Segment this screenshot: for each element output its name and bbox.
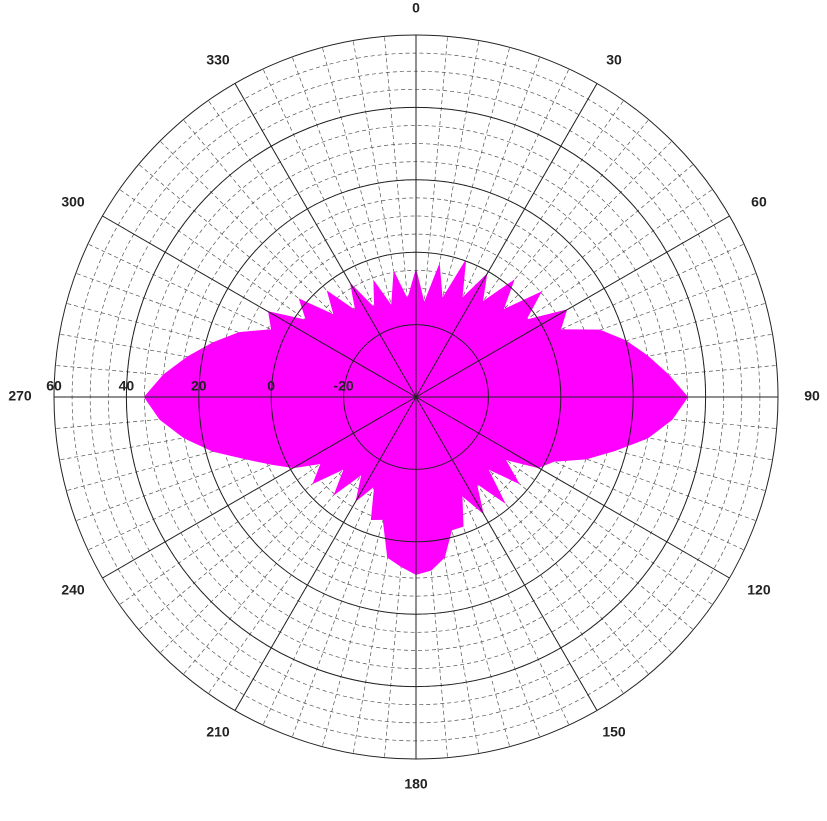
grid-spoke <box>415 215 730 398</box>
r-tick-label: -20 <box>333 378 353 394</box>
minor-grid-spoke <box>384 36 417 398</box>
minor-grid-spoke <box>183 119 417 398</box>
minor-grid-spoke <box>415 396 448 758</box>
minor-grid-spoke <box>415 36 448 398</box>
r-tick-label: 0 <box>267 378 275 394</box>
minor-grid-spoke <box>55 365 417 398</box>
minor-grid-spoke <box>138 164 417 398</box>
minor-grid-spoke <box>262 396 417 726</box>
minor-grid-spoke <box>87 396 417 551</box>
minor-grid-spoke <box>415 396 766 492</box>
minor-grid-spoke <box>55 396 417 429</box>
theta-tick-label: 150 <box>602 724 626 740</box>
theta-tick-label: 240 <box>61 582 85 598</box>
minor-grid-spoke <box>352 396 417 754</box>
minor-grid-spoke <box>59 396 417 461</box>
minor-grid-spoke <box>75 272 417 398</box>
minor-grid-spoke <box>321 47 417 398</box>
theta-tick-label: 120 <box>747 582 771 598</box>
theta-tick-label: 210 <box>206 724 230 740</box>
minor-grid-spoke <box>138 396 417 630</box>
minor-grid-spoke <box>291 56 417 398</box>
minor-grid-spoke <box>415 396 713 605</box>
minor-grid-spoke <box>415 396 673 654</box>
minor-grid-spoke <box>415 396 570 726</box>
minor-grid-spoke <box>415 396 624 694</box>
minor-grid-spoke <box>119 189 417 398</box>
minor-grid-spoke <box>415 189 713 398</box>
minor-grid-spoke <box>415 56 541 398</box>
minor-grid-spoke <box>415 396 511 747</box>
minor-grid-spoke <box>415 47 511 398</box>
theta-tick-label: 0 <box>412 0 420 16</box>
minor-grid-spoke <box>262 68 417 398</box>
minor-grid-spoke <box>183 396 417 675</box>
minor-grid-spoke <box>75 396 417 522</box>
minor-grid-spoke <box>415 396 480 754</box>
minor-grid-spoke <box>66 302 417 398</box>
minor-grid-spoke <box>415 396 777 429</box>
minor-grid-spoke <box>415 396 694 630</box>
minor-grid-spoke <box>415 396 745 551</box>
grid-spoke <box>102 215 417 398</box>
grid-spoke <box>415 396 730 579</box>
theta-tick-label: 330 <box>206 52 230 68</box>
minor-grid-spoke <box>352 40 417 398</box>
minor-grid-spoke <box>415 140 673 398</box>
theta-tick-label: 90 <box>804 388 820 404</box>
minor-grid-spoke <box>59 333 417 398</box>
minor-grid-spoke <box>66 396 417 492</box>
minor-grid-spoke <box>159 140 417 398</box>
minor-grid-spoke <box>415 164 694 398</box>
minor-grid-spoke <box>415 100 624 398</box>
grid-spoke <box>415 396 598 711</box>
r-tick-label: 20 <box>191 378 207 394</box>
minor-grid-spoke <box>415 272 757 398</box>
minor-grid-spoke <box>415 333 773 398</box>
r-tick-label: 60 <box>46 378 62 394</box>
minor-grid-spoke <box>415 365 777 398</box>
minor-grid-spoke <box>291 396 417 738</box>
theta-tick-label: 180 <box>404 776 428 792</box>
grid-spoke <box>415 83 598 398</box>
minor-grid-spoke <box>415 40 480 398</box>
minor-grid-spoke <box>415 396 757 522</box>
minor-grid-spoke <box>415 396 773 461</box>
grid-spoke <box>102 396 417 579</box>
minor-grid-spoke <box>415 119 649 398</box>
minor-grid-spoke <box>321 396 417 747</box>
minor-grid-spoke <box>415 396 541 738</box>
minor-grid-spoke <box>384 396 417 758</box>
minor-grid-spoke <box>159 396 417 654</box>
minor-grid-spoke <box>119 396 417 605</box>
theta-tick-label: 30 <box>606 52 622 68</box>
grid-spoke <box>234 83 417 398</box>
minor-grid-spoke <box>208 100 417 398</box>
minor-grid-spoke <box>208 396 417 694</box>
theta-tick-label: 300 <box>61 194 85 210</box>
minor-grid-spoke <box>415 243 745 398</box>
minor-grid-spoke <box>87 243 417 398</box>
theta-tick-label: 60 <box>751 194 767 210</box>
minor-grid-spoke <box>415 396 649 675</box>
theta-tick-label: 270 <box>8 388 32 404</box>
r-tick-label: 40 <box>119 378 135 394</box>
minor-grid-spoke <box>415 302 766 398</box>
minor-grid-spoke <box>415 68 570 398</box>
grid-spoke <box>234 396 417 711</box>
